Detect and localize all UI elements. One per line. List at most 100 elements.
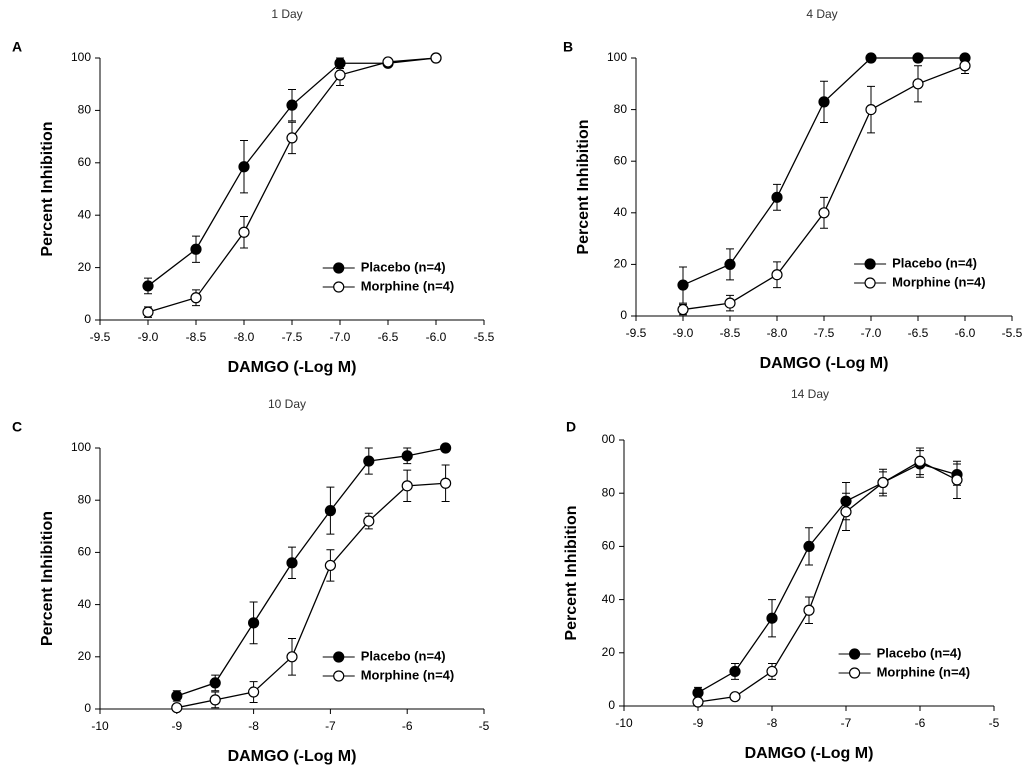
x-tick-label: -7.5 xyxy=(814,326,835,340)
y-tick-label: 100 xyxy=(71,50,91,64)
data-point xyxy=(912,52,924,64)
y-tick-label: 80 xyxy=(78,492,92,506)
data-point xyxy=(334,69,346,81)
y-tick-label: 40 xyxy=(602,592,616,606)
x-tick-label: -10 xyxy=(91,719,109,733)
data-point xyxy=(440,442,452,454)
legend-marker xyxy=(864,258,876,270)
data-point xyxy=(248,617,260,629)
data-point xyxy=(286,99,298,111)
x-tick-label: -7 xyxy=(325,719,336,733)
data-point xyxy=(209,677,221,689)
y-tick-label: 20 xyxy=(78,649,92,663)
data-point xyxy=(840,506,852,518)
x-tick-label: -8.5 xyxy=(186,330,207,344)
legend-marker xyxy=(333,670,345,682)
x-tick-label: -6 xyxy=(402,719,413,733)
x-tick-label: -8.0 xyxy=(767,326,788,340)
data-point xyxy=(803,540,815,553)
panel: 14 Day D 0 20 40 60 80 00 -10 -9 -8 -7 -6 -5 DAMGO (-L… xyxy=(563,387,999,762)
legend-marker xyxy=(864,277,876,289)
data-point xyxy=(865,103,877,116)
series-line xyxy=(697,463,958,694)
y-tick-label: 80 xyxy=(614,102,628,116)
legend-label: Morphine (n=4) xyxy=(892,274,986,289)
legend-marker xyxy=(848,648,861,660)
data-point xyxy=(286,557,298,569)
x-axis-label: DAMGO (-Log M) xyxy=(745,745,874,762)
legend-label: Placebo (n=4) xyxy=(361,648,446,663)
y-tick-label: 80 xyxy=(78,103,92,117)
data-point xyxy=(401,480,413,492)
y-axis-label: Percent Inhibition xyxy=(575,119,592,254)
y-tick-label: 00 xyxy=(602,432,616,446)
x-tick-label: -6.0 xyxy=(955,326,976,340)
y-axis-label: Percent Inhibition xyxy=(39,511,56,646)
data-point xyxy=(865,52,877,64)
data-point xyxy=(729,665,741,678)
y-tick-label: 40 xyxy=(78,597,92,611)
x-tick-label: -7.5 xyxy=(282,330,303,344)
y-tick-label: 0 xyxy=(608,698,615,712)
y-axis-label: Percent Inhibition xyxy=(563,505,580,640)
data-point xyxy=(430,52,442,64)
legend-marker xyxy=(333,651,345,663)
data-point xyxy=(209,694,221,706)
y-tick-label: 20 xyxy=(602,645,616,659)
data-point xyxy=(248,686,260,698)
y-tick-label: 40 xyxy=(614,205,628,219)
data-point xyxy=(766,665,778,678)
series-line xyxy=(176,482,446,709)
x-tick-label: -8.5 xyxy=(720,326,741,340)
x-tick-label: -9 xyxy=(171,719,182,733)
chart-title: 4 Day xyxy=(806,7,837,21)
x-tick-label: -5.5 xyxy=(474,330,495,344)
data-point xyxy=(877,476,889,489)
legend-label: Placebo (n=4) xyxy=(361,259,446,274)
x-tick-label: -5.5 xyxy=(1002,326,1023,340)
data-point xyxy=(771,191,783,203)
y-tick-label: 0 xyxy=(84,312,91,326)
chart-title: 10 Day xyxy=(268,397,306,411)
legend-label: Placebo (n=4) xyxy=(877,645,962,660)
data-point xyxy=(692,696,704,708)
series-line xyxy=(176,447,446,697)
data-point xyxy=(951,474,963,486)
data-point xyxy=(959,60,971,72)
data-point xyxy=(286,651,298,663)
y-tick-label: 100 xyxy=(71,440,91,454)
data-point xyxy=(171,690,183,702)
x-tick-label: -9.0 xyxy=(138,330,159,344)
x-tick-label: -6.0 xyxy=(426,330,447,344)
y-tick-label: 20 xyxy=(614,257,628,271)
x-axis-label: DAMGO (-Log M) xyxy=(760,355,889,372)
chart-title: 14 Day xyxy=(791,387,829,401)
data-point xyxy=(914,455,926,467)
x-tick-label: -6.5 xyxy=(908,326,929,340)
x-tick-label: -8 xyxy=(767,716,778,730)
data-point xyxy=(440,477,452,489)
data-point xyxy=(171,702,183,714)
data-point xyxy=(190,292,202,304)
x-tick-label: -6.5 xyxy=(378,330,399,344)
data-point xyxy=(724,297,736,309)
panel-label: A xyxy=(12,39,22,55)
panel: 10 Day C 0 20 40 60 80 100 -10 -9 -8 -7 -6 -5 DAMGO (-… xyxy=(12,397,490,765)
x-tick-label: -5 xyxy=(479,719,490,733)
y-axis-label: Percent Inhibition xyxy=(39,121,56,256)
y-tick-label: 20 xyxy=(78,260,92,274)
data-point xyxy=(677,279,689,291)
y-tick-label: 0 xyxy=(84,701,91,715)
data-point xyxy=(238,226,250,238)
panel-label: D xyxy=(566,419,576,435)
panel: 1 Day A 0 20 40 60 80 100 -9.5 -9.0 -8.5 -8.0 -7.5 -7… xyxy=(12,7,495,376)
y-tick-label: 80 xyxy=(602,485,616,499)
x-tick-label: -7 xyxy=(841,716,852,730)
data-point xyxy=(363,455,375,467)
y-tick-label: 60 xyxy=(78,545,92,559)
x-tick-label: -8 xyxy=(248,719,259,733)
data-point xyxy=(818,96,830,108)
data-point xyxy=(382,56,394,68)
legend-label: Morphine (n=4) xyxy=(361,278,455,293)
